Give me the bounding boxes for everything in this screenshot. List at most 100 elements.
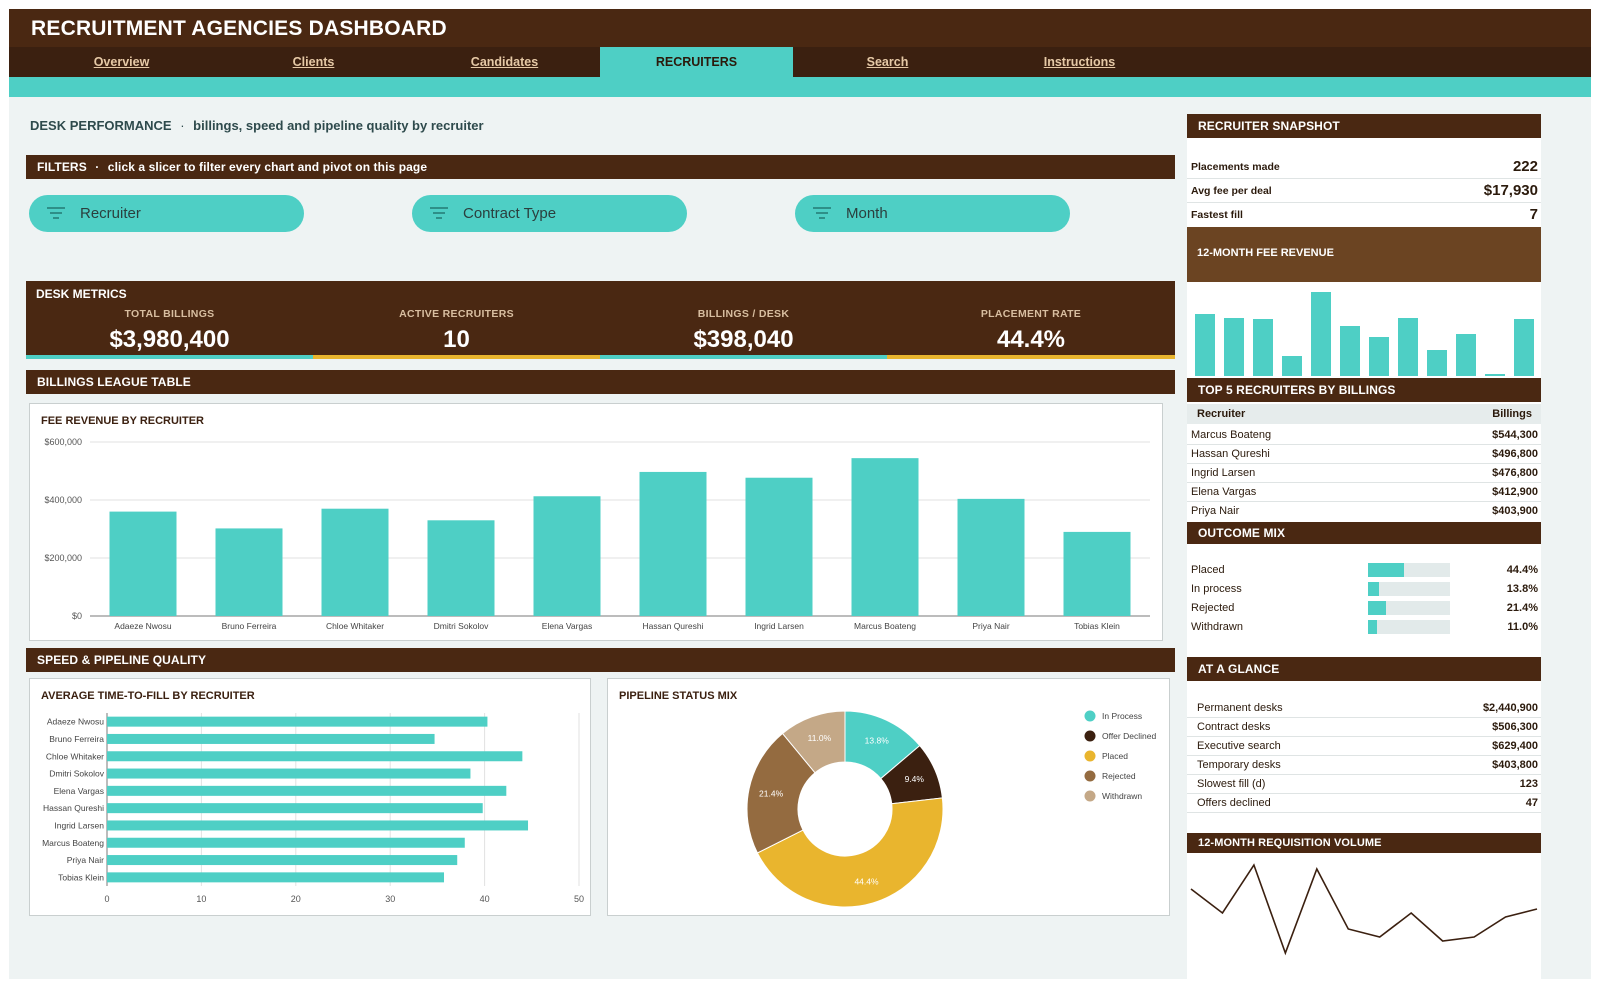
speed-section-header: SPEED & PIPELINE QUALITY xyxy=(26,648,1175,672)
bar-adaeze-nwosu xyxy=(109,511,177,616)
glance-label: Contract desks xyxy=(1197,721,1271,733)
page-title: DESK PERFORMANCE xyxy=(30,118,172,133)
top5-value: $544,300 xyxy=(1492,429,1538,441)
tab-instructions[interactable]: Instructions xyxy=(1043,55,1116,69)
tab-clients[interactable]: Clients xyxy=(292,55,335,69)
pipeline-mix-title: PIPELINE STATUS MIX xyxy=(619,690,738,702)
y-tick-label: $0 xyxy=(72,611,82,621)
slice-label: 13.8% xyxy=(865,735,890,745)
tab-candidates[interactable]: Candidates xyxy=(470,55,539,69)
bar-hassan-qureshi xyxy=(639,471,707,616)
fee-revenue-12m-header: 12-MONTH FEE REVENUE xyxy=(1187,227,1541,282)
top5-col-recruiter: Recruiter xyxy=(1197,408,1246,420)
bar-marcus-boateng xyxy=(107,837,465,848)
outcome-fill xyxy=(1368,620,1378,634)
bar-adaeze-nwosu xyxy=(107,716,488,727)
metric-active-recruiters: ACTIVE RECRUITERS 10 xyxy=(313,281,600,359)
tab-search[interactable]: Search xyxy=(866,55,909,69)
bar-bruno-ferreira xyxy=(215,528,283,616)
slicer-contract-type[interactable]: Contract Type xyxy=(412,195,687,232)
x-tick-label: Marcus Boateng xyxy=(854,621,916,631)
tab-recruiters[interactable]: RECRUITERS xyxy=(600,47,793,77)
bar-bruno-ferreira xyxy=(107,733,435,744)
glance-label: Slowest fill (d) xyxy=(1197,778,1266,790)
x-tick-label: 40 xyxy=(480,894,490,904)
metric-label: BILLINGS / DESK xyxy=(697,308,790,320)
month-bar xyxy=(1195,314,1215,376)
x-tick-label: Ingrid Larsen xyxy=(754,621,804,631)
slicer-recruiter-label: Recruiter xyxy=(80,205,141,222)
glance-label: Temporary desks xyxy=(1197,759,1281,771)
metric-value: $3,980,400 xyxy=(109,326,230,353)
metric-label: PLACEMENT RATE xyxy=(980,308,1082,320)
y-tick-label: $200,000 xyxy=(44,553,82,563)
legend-swatch xyxy=(1084,710,1096,722)
outcome-label: Withdrawn xyxy=(1191,621,1243,633)
kpi-placements: Placements made 222 xyxy=(1187,155,1541,179)
desk-metrics-title: DESK METRICS xyxy=(36,287,127,301)
y-tick-label: Marcus Boateng xyxy=(42,838,104,848)
metric-label: TOTAL BILLINGS xyxy=(124,308,215,320)
bar-dmitri-sokolov xyxy=(427,520,495,616)
requisition-12m-chart xyxy=(1190,863,1538,956)
time-to-fill-title: AVERAGE TIME-TO-FILL BY RECRUITER xyxy=(41,690,255,702)
top5-name: Elena Vargas xyxy=(1191,486,1257,498)
x-tick-label: Elena Vargas xyxy=(542,621,592,631)
top5-col-billings: Billings xyxy=(1492,408,1532,420)
month-bar xyxy=(1427,350,1447,376)
metric-value: 10 xyxy=(443,326,470,353)
glance-label: Offers declined xyxy=(1197,797,1271,809)
bar-chloe-whitaker xyxy=(107,751,523,762)
top5-value: $476,800 xyxy=(1492,467,1538,479)
kpi-value: 222 xyxy=(1512,158,1538,175)
tab-bar: Overview Clients Candidates RECRUITERS S… xyxy=(9,47,1591,77)
bar-tobias-klein xyxy=(107,872,445,883)
fee-revenue-panel: FEE REVENUE BY RECRUITER $0 $200,000 $400,… xyxy=(29,403,1163,641)
bar-priya-nair xyxy=(107,855,458,866)
top5-name: Ingrid Larsen xyxy=(1191,467,1256,479)
bar-marcus-boateng xyxy=(851,458,919,616)
bar-elena-vargas xyxy=(533,496,601,616)
outcome-row: Withdrawn 11.0% xyxy=(1187,618,1541,637)
outcome-fill xyxy=(1368,601,1386,615)
glance-value: $506,300 xyxy=(1492,721,1538,733)
y-tick-label: $600,000 xyxy=(44,437,82,447)
outcome-label: Rejected xyxy=(1191,602,1235,614)
tab-overview[interactable]: Overview xyxy=(93,55,150,69)
kpi-value: $17,930 xyxy=(1483,182,1538,199)
outcome-track xyxy=(1368,563,1450,577)
x-tick-label: Tobias Klein xyxy=(1074,621,1120,631)
month-bar xyxy=(1311,292,1331,376)
page-subtitle: billings, speed and pipeline quality by … xyxy=(193,118,484,133)
slicer-recruiter[interactable]: Recruiter xyxy=(29,195,304,232)
top5-header: TOP 5 RECRUITERS BY BILLINGS xyxy=(1187,378,1541,402)
outcome-track xyxy=(1368,601,1450,615)
time-to-fill-chart: 0 10 20 30 40 50 Adaeze Nwosu Bruno Ferreira Chl… xyxy=(42,713,584,904)
filters-separator: · xyxy=(95,160,100,174)
fee-revenue-title: FEE REVENUE BY RECRUITER xyxy=(41,415,204,427)
y-tick-label: Tobias Klein xyxy=(58,872,104,882)
x-tick-label: Dmitri Sokolov xyxy=(434,621,490,631)
top5-row: Priya Nair $403,900 xyxy=(1187,502,1541,521)
x-tick-label: 20 xyxy=(291,894,301,904)
kpi-avg-fee: Avg fee per deal $17,930 xyxy=(1187,179,1541,203)
filter-icon xyxy=(430,207,448,219)
outcome-track xyxy=(1368,620,1450,634)
month-bar xyxy=(1253,319,1273,376)
legend-label: In Process xyxy=(1102,711,1142,721)
metric-value: 44.4% xyxy=(996,326,1066,353)
filters-hint: click a slicer to filter every chart and… xyxy=(107,160,428,174)
outcome-value: 13.8% xyxy=(1506,583,1538,595)
dashboard-frame: RECRUITMENT AGENCIES DASHBOARD Overview … xyxy=(9,9,1591,979)
pipeline-mix-chart: 13.8% 9.4% 44.4% 21.4% 11.0% In Process Offer … xyxy=(746,710,1156,908)
glance-row: Slowest fill (d) 123 xyxy=(1187,775,1541,794)
tab-accent-strip xyxy=(9,77,1591,97)
slicer-month[interactable]: Month xyxy=(795,195,1070,232)
month-bar xyxy=(1369,337,1389,376)
filters-title: FILTERS xyxy=(37,160,87,174)
top5-value: $496,800 xyxy=(1492,448,1538,460)
outcome-row: In process 13.8% xyxy=(1187,580,1541,599)
slicer-month-label: Month xyxy=(846,205,888,222)
slice-label: 44.4% xyxy=(854,876,879,886)
y-tick-label: Priya Nair xyxy=(67,855,104,865)
